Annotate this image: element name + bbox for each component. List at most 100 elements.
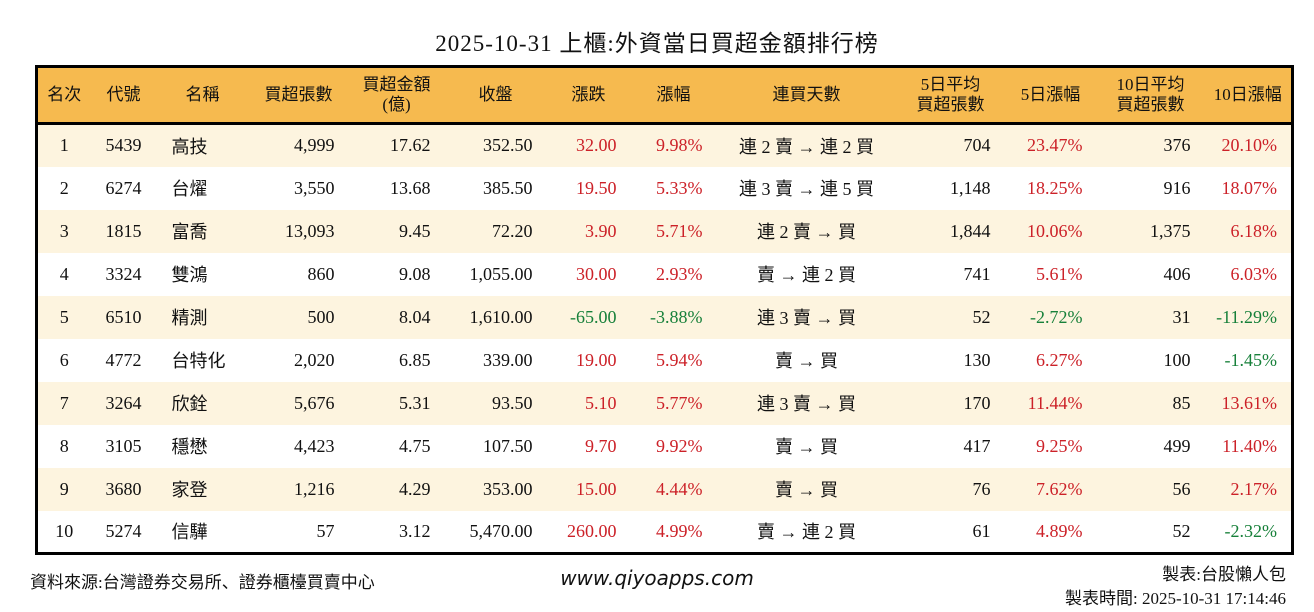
cell-change: 3.90	[585, 220, 617, 241]
table-body: 1 5439 高技 4,999 17.62 352.50 32.00 9.98% 連 2 賣 →…	[36, 123, 1293, 554]
cell-rank: 3	[59, 220, 69, 241]
cell-change: 19.50	[576, 177, 617, 198]
cell-streak: 賣 → 連 2 買	[757, 522, 856, 543]
cell-name: 家登	[171, 480, 208, 500]
cell-pct10: 2.17%	[1230, 478, 1278, 499]
cell-change: 30.00	[576, 263, 617, 284]
cell-name: 台燿	[171, 179, 208, 199]
cell-avg10: 31	[1172, 306, 1191, 327]
cell-change_pct: 2.93%	[656, 263, 703, 284]
cell-rank: 4	[59, 263, 69, 284]
table-row: 9 3680 家登 1,216 4.29 353.00 15.00 4.44% 賣 → 買 76 7…	[36, 467, 1293, 511]
cell-streak: 連 3 賣 → 連 5 買	[739, 179, 874, 199]
cell-change_pct: 9.98%	[656, 135, 703, 156]
cell-name: 精測	[171, 308, 208, 328]
cell-rank: 5	[59, 306, 69, 327]
cell-pct10: 18.07%	[1221, 177, 1278, 198]
column-header-avg10: 10日平均 買超張數	[1096, 66, 1205, 125]
cell-close: 5,470.00	[469, 520, 533, 541]
column-header-name: 名稱	[156, 66, 249, 125]
cell-amount: 3.12	[399, 520, 431, 541]
cell-name: 欣銓	[171, 394, 208, 414]
cell-avg10: 406	[1163, 263, 1191, 284]
cell-pct10: -11.29%	[1216, 306, 1277, 327]
cell-code: 3105	[105, 435, 142, 456]
cell-rank: 8	[59, 435, 69, 456]
table-row: 1 5439 高技 4,999 17.62 352.50 32.00 9.98% 連 2 賣 →…	[36, 123, 1293, 167]
cell-amount: 6.85	[399, 349, 431, 370]
cell-change: 9.70	[585, 435, 617, 456]
cell-close: 352.50	[483, 135, 533, 156]
cell-change: -65.00	[570, 306, 617, 327]
cell-lots: 5,676	[294, 392, 335, 413]
cell-streak: 連 3 賣 → 買	[757, 308, 856, 328]
cell-pct5: -2.72%	[1030, 306, 1083, 327]
cell-code: 3264	[105, 392, 142, 413]
cell-pct10: 11.40%	[1222, 435, 1277, 456]
cell-change_pct: 5.71%	[656, 220, 703, 241]
cell-avg10: 376	[1163, 135, 1191, 156]
cell-streak: 連 2 賣 → 連 2 買	[739, 136, 874, 157]
cell-amount: 4.29	[399, 478, 431, 499]
cell-avg5: 741	[963, 263, 991, 284]
column-header-lots: 買超張數	[248, 66, 349, 125]
cell-rank: 9	[59, 478, 69, 499]
cell-pct5: 10.06%	[1027, 220, 1083, 241]
cell-pct10: 6.18%	[1230, 220, 1278, 241]
cell-avg5: 1,148	[950, 177, 991, 198]
cell-pct5: 5.61%	[1036, 263, 1083, 284]
cell-close: 353.00	[483, 478, 533, 499]
cell-name: 富喬	[171, 222, 208, 242]
cell-code: 6510	[105, 306, 142, 327]
cell-amount: 17.62	[390, 135, 431, 156]
cell-close: 93.50	[492, 392, 533, 413]
cell-name: 台特化	[171, 351, 226, 371]
table-row: 5 6510 精測 500 8.04 1,610.00 -65.00 -3.88% 連 3 賣 …	[36, 295, 1293, 339]
column-header-close: 收盤	[444, 66, 547, 125]
cell-streak: 賣 → 買	[775, 480, 838, 500]
website-url: www.qiyoapps.com	[560, 566, 754, 590]
column-header-streak: 連買天數	[716, 66, 897, 125]
cell-change_pct: -3.88%	[650, 306, 703, 327]
cell-lots: 500	[307, 306, 335, 327]
column-header-change: 漲跌	[546, 66, 631, 125]
cell-streak: 連 2 賣 → 買	[757, 222, 856, 242]
cell-code: 3680	[105, 478, 142, 499]
cell-pct10: -1.45%	[1224, 349, 1278, 370]
cell-avg10: 52	[1172, 520, 1191, 541]
cell-close: 107.50	[483, 435, 533, 456]
cell-avg5: 130	[963, 349, 991, 370]
cell-change: 5.10	[585, 392, 617, 413]
data-source-note: 資料來源:台灣證券交易所、證券櫃檯買賣中心	[30, 573, 375, 592]
cell-rank: 7	[59, 392, 69, 413]
cell-change_pct: 4.44%	[656, 478, 703, 499]
cell-pct10: 6.03%	[1230, 263, 1278, 284]
column-header-code: 代號	[90, 66, 157, 125]
column-header-avg5: 5日平均 買超張數	[896, 66, 1005, 125]
column-header-pct10: 10日漲幅	[1204, 66, 1293, 125]
cell-name: 穩懋	[171, 437, 208, 457]
cell-pct5: 6.27%	[1036, 349, 1083, 370]
cell-pct5: 18.25%	[1027, 177, 1083, 198]
cell-avg10: 916	[1163, 177, 1191, 198]
cell-lots: 860	[307, 263, 335, 284]
table-row: 10 5274 信驊 57 3.12 5,470.00 260.00 4.99% 賣 → 連 2…	[36, 510, 1293, 554]
cell-avg5: 76	[972, 478, 991, 499]
cell-pct5: 4.89%	[1036, 520, 1083, 541]
cell-code: 3324	[105, 263, 142, 284]
cell-rank: 1	[59, 135, 69, 156]
maker-label: 製表:台股懶人包	[1162, 565, 1286, 584]
column-header-change_pct: 漲幅	[630, 66, 717, 125]
table-row: 2 6274 台燿 3,550 13.68 385.50 19.50 5.33% 連 3 賣 →…	[36, 166, 1293, 210]
cell-pct5: 7.62%	[1036, 478, 1083, 499]
cell-amount: 13.68	[390, 177, 431, 198]
cell-code: 5439	[105, 135, 142, 156]
cell-avg10: 56	[1172, 478, 1191, 499]
cell-amount: 9.45	[399, 220, 431, 241]
cell-avg5: 52	[972, 306, 991, 327]
cell-amount: 5.31	[399, 392, 431, 413]
table-header: 名次 代號 名稱 買超張數 買超金額 (億) 收盤 漲跌 漲幅 連買天數 5日平均 買超張數 5日漲幅 1…	[36, 66, 1293, 125]
cell-change_pct: 4.99%	[656, 520, 703, 541]
cell-amount: 9.08	[399, 263, 431, 284]
cell-streak: 賣 → 連 2 買	[757, 265, 856, 285]
